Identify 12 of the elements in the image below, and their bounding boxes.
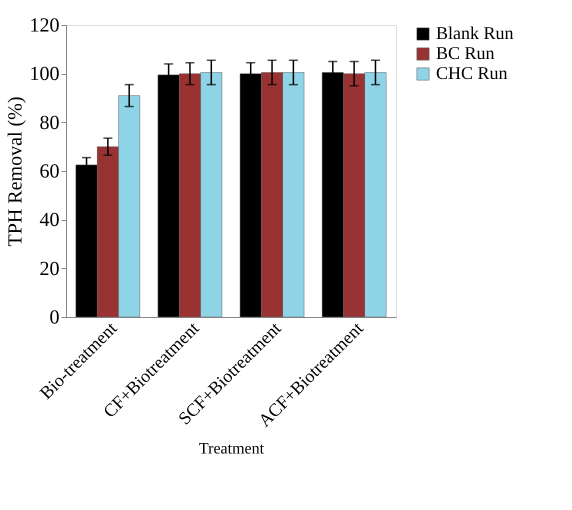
y-tick-label: 100 (30, 63, 60, 86)
legend-label: Blank Run (436, 23, 514, 43)
y-tick-label: 120 (30, 14, 60, 36)
legend-label: CHC Run (436, 63, 508, 83)
y-tick-label: 20 (40, 258, 60, 280)
y-axis-title: TPH Removal (%) (4, 96, 26, 246)
y-tick-label: 60 (40, 160, 60, 182)
x-axis-title: Treatment (198, 440, 265, 458)
y-tick-label: 40 (40, 209, 60, 232)
legend-label: BC Run (436, 43, 495, 63)
y-tick-label: 0 (50, 306, 60, 328)
y-tick-label: 80 (40, 112, 60, 134)
